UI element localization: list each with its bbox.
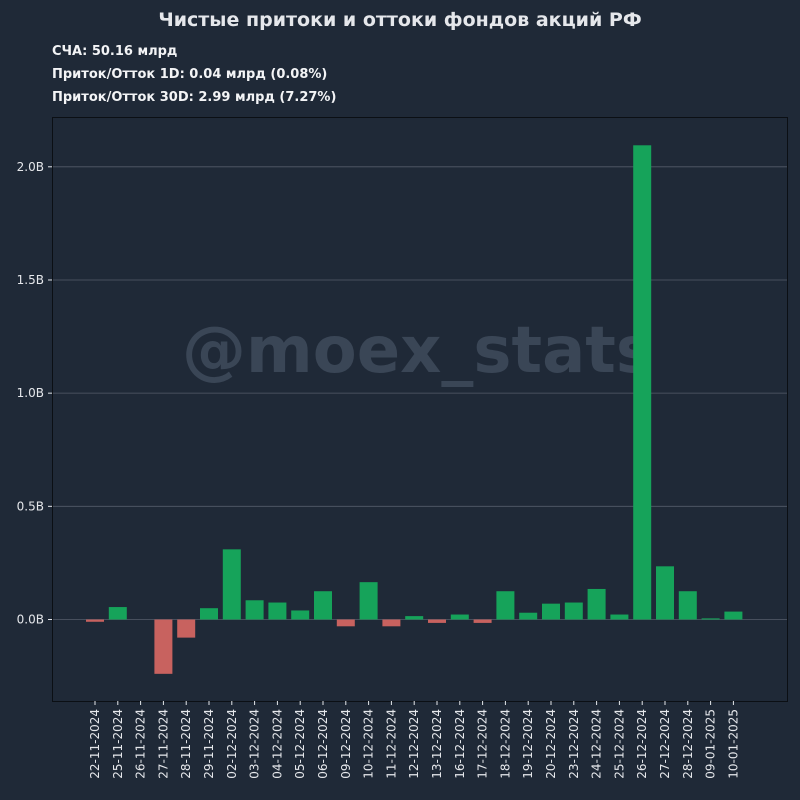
bar-18-12-2024 (496, 591, 515, 620)
bar-09-01-2025 (701, 618, 720, 620)
y-tick-label: 1.5B (17, 273, 44, 287)
bar-17-12-2024 (473, 619, 492, 623)
stat-nav: СЧА: 50.16 млрд (52, 44, 178, 59)
x-tick-label: 12-12-2024 (407, 709, 421, 779)
axis-layer: 0.0B 0.5B 1.0B 1.5B 2.0B 22-11-2024 25-11-2024… (17, 160, 741, 779)
bar-28-11-2024 (177, 619, 196, 638)
x-tick-label: 13-12-2024 (430, 709, 444, 779)
x-tick-label: 05-12-2024 (293, 709, 307, 779)
x-tick-label: 25-12-2024 (612, 709, 626, 779)
x-tick-label: 16-12-2024 (453, 709, 467, 779)
bar-11-12-2024 (382, 619, 401, 627)
bar-13-12-2024 (428, 619, 446, 623)
x-tick-label: 26-11-2024 (134, 709, 148, 779)
bar-29-11-2024 (200, 608, 218, 620)
chart-title: Чистые притоки и оттоки фондов акций РФ (158, 9, 642, 31)
x-tick-label: 18-12-2024 (498, 709, 512, 779)
watermark-text: @moex_stats (182, 314, 654, 388)
bar-28-12-2024 (678, 591, 697, 620)
y-tick-label: 0.5B (17, 499, 44, 513)
bar-23-12-2024 (564, 602, 583, 620)
bar-27-12-2024 (656, 566, 674, 620)
x-tick-label: 29-11-2024 (202, 709, 216, 779)
y-tick-label: 0.0B (17, 613, 44, 627)
bar-20-12-2024 (542, 603, 560, 620)
bar-10-12-2024 (359, 582, 378, 620)
x-tick-label: 20-12-2024 (544, 709, 558, 779)
bar-04-12-2024 (268, 602, 287, 620)
bars-layer (86, 145, 743, 674)
bar-12-12-2024 (405, 616, 424, 620)
bar-22-11-2024 (86, 619, 104, 622)
x-tick-label: 19-12-2024 (521, 709, 535, 779)
x-tick-label: 10-01-2025 (726, 709, 740, 779)
x-tick-label: 06-12-2024 (316, 709, 330, 779)
x-tick-label: 26-12-2024 (635, 709, 649, 779)
bar-16-12-2024 (450, 614, 469, 620)
x-tick-label: 04-12-2024 (270, 709, 284, 779)
x-tick-label: 25-11-2024 (111, 709, 125, 779)
x-tick-label: 11-12-2024 (384, 709, 398, 779)
stat-flow-30d: Приток/Отток 30D: 2.99 млрд (7.27%) (52, 90, 337, 105)
x-tick-label: 28-11-2024 (179, 709, 193, 779)
bar-09-12-2024 (336, 619, 355, 627)
bar-26-12-2024 (633, 145, 652, 620)
bar-27-11-2024 (154, 619, 173, 674)
bar-03-12-2024 (245, 600, 264, 620)
x-tick-label: 27-11-2024 (156, 709, 170, 779)
y-tick-label: 2.0B (17, 160, 44, 174)
x-tick-label: 09-01-2025 (704, 709, 718, 779)
grid-layer (52, 166, 787, 620)
bar-02-12-2024 (222, 549, 241, 620)
bar-25-12-2024 (610, 614, 629, 620)
bar-06-12-2024 (314, 591, 332, 620)
x-tick-label: 27-12-2024 (658, 709, 672, 779)
x-tick-label: 10-12-2024 (362, 709, 376, 779)
x-tick-label: 02-12-2024 (225, 709, 239, 779)
x-tick-label: 28-12-2024 (681, 709, 695, 779)
y-tick-label: 1.0B (17, 386, 44, 400)
x-tick-label: 03-12-2024 (248, 709, 262, 779)
bar-25-11-2024 (108, 607, 127, 620)
x-tick-label: 17-12-2024 (476, 709, 490, 779)
x-tick-label: 09-12-2024 (339, 709, 353, 779)
x-tick-label: 23-12-2024 (567, 709, 581, 779)
plot-frame (52, 117, 788, 702)
x-tick-label: 24-12-2024 (590, 709, 604, 779)
stat-flow-1d: Приток/Отток 1D: 0.04 млрд (0.08%) (52, 67, 328, 82)
x-tick-label: 22-11-2024 (88, 709, 102, 779)
bar-19-12-2024 (519, 612, 538, 620)
bar-10-01-2025 (724, 611, 743, 620)
bar-05-12-2024 (291, 610, 310, 620)
bar-24-12-2024 (587, 588, 606, 620)
